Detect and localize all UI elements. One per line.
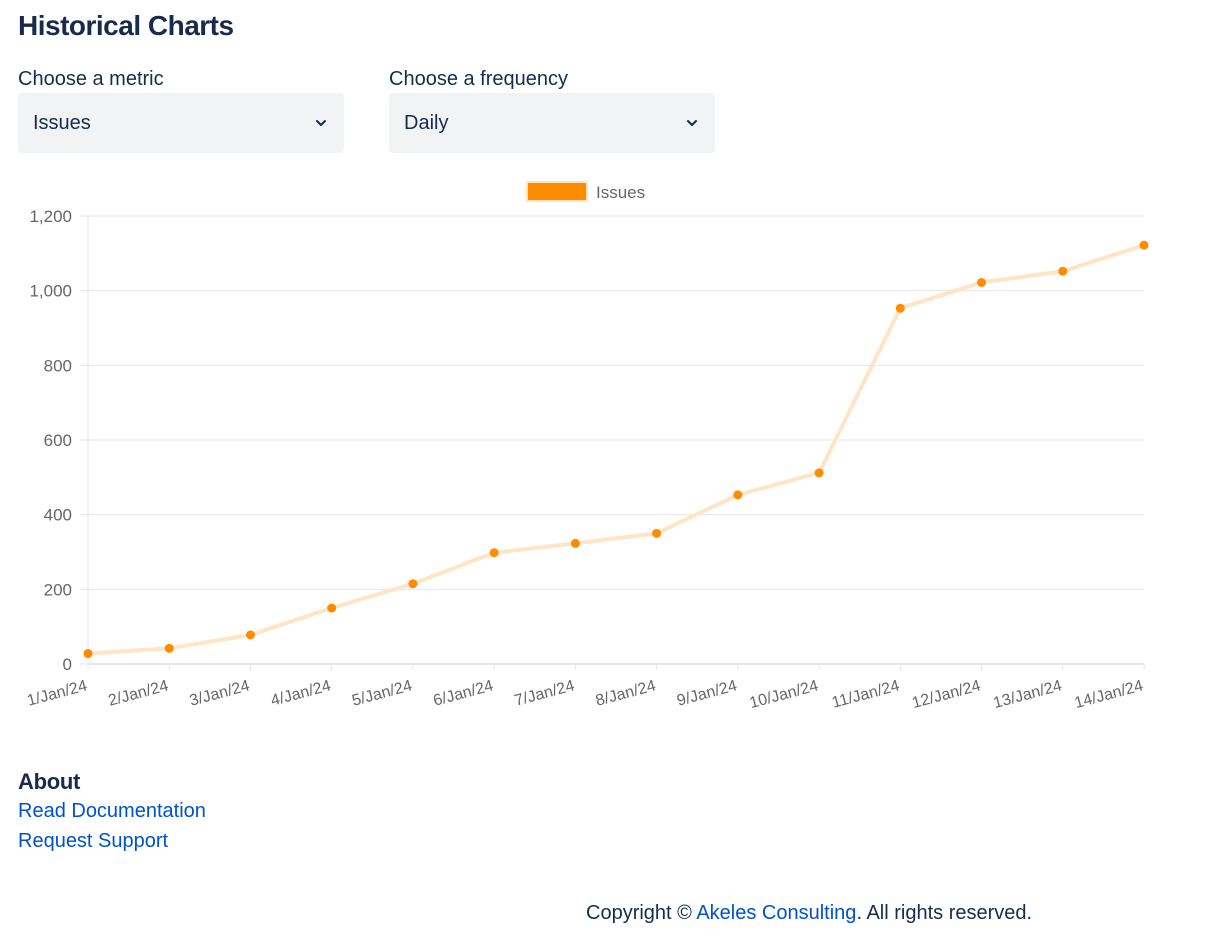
y-tick-label: 1,200	[29, 207, 72, 226]
x-tick-label: 2/Jan/24	[107, 677, 171, 709]
data-point	[327, 603, 337, 613]
x-tick-label: 11/Jan/24	[830, 677, 901, 711]
chevron-down-icon	[687, 120, 697, 126]
x-tick-label: 5/Jan/24	[350, 677, 414, 709]
data-point	[1139, 240, 1149, 250]
metric-label: Choose a metric	[18, 68, 164, 90]
x-tick-label: 10/Jan/24	[748, 677, 820, 712]
x-tick-label: 7/Jan/24	[513, 677, 577, 709]
y-tick-label: 200	[44, 580, 72, 599]
company-link[interactable]: Akeles Consulting	[696, 902, 857, 924]
metric-control: Choose a metric Issues	[18, 66, 344, 153]
x-tick-label: 13/Jan/24	[992, 677, 1064, 712]
footer: Copyright © Akeles Consulting. All right…	[586, 902, 1032, 925]
frequency-select-value: Daily	[404, 111, 449, 134]
y-tick-label: 800	[44, 356, 72, 375]
x-tick-label: 4/Jan/24	[269, 677, 333, 709]
about-heading: About	[18, 769, 81, 794]
y-tick-label: 1,000	[29, 282, 72, 301]
x-tick-label: 14/Jan/24	[1073, 677, 1145, 712]
data-point	[245, 630, 255, 640]
data-point	[652, 528, 662, 538]
chevron-down-icon	[316, 120, 326, 126]
legend-label: Issues	[596, 183, 645, 202]
x-tick-label: 8/Jan/24	[594, 677, 658, 709]
frequency-control: Choose a frequency Daily	[389, 66, 715, 153]
x-tick-label: 6/Jan/24	[431, 677, 495, 709]
legend-swatch	[526, 181, 588, 202]
data-point	[733, 490, 743, 500]
page-title: Historical Charts	[18, 10, 234, 41]
data-point	[1058, 266, 1068, 276]
data-point	[83, 649, 93, 659]
metric-select[interactable]: Issues	[18, 93, 344, 153]
read-documentation-link[interactable]: Read Documentation	[18, 800, 206, 822]
y-tick-label: 600	[44, 431, 72, 450]
x-tick-label: 12/Jan/24	[910, 677, 982, 712]
x-tick-label: 9/Jan/24	[675, 677, 739, 709]
chart-canvas: 0 200 400 600 800 1,000 1,200 1/Jan/24 2/Jan/24 3…	[25, 181, 1149, 712]
y-tick-label: 0	[63, 655, 72, 674]
frequency-select[interactable]: Daily	[389, 93, 715, 153]
data-point	[814, 468, 824, 478]
data-point	[977, 277, 987, 287]
data-point	[164, 643, 174, 653]
frequency-label: Choose a frequency	[389, 68, 569, 90]
copyright-suffix: . All rights reserved.	[856, 902, 1033, 924]
data-point	[489, 548, 499, 558]
data-point	[895, 303, 905, 313]
request-support-link[interactable]: Request Support	[18, 830, 169, 852]
x-tick-label: 1/Jan/24	[25, 677, 89, 709]
data-point	[570, 538, 580, 548]
series-line	[87, 243, 1145, 656]
copyright-prefix: Copyright ©	[586, 902, 697, 924]
issues-chart: 0 200 400 600 800 1,000 1,200 1/Jan/24 2/Jan/24 3…	[0, 170, 1211, 730]
about-section: About Read Documentation Request Support	[18, 768, 206, 856]
data-point	[408, 579, 418, 589]
y-tick-label: 400	[44, 506, 72, 525]
x-tick-label: 3/Jan/24	[188, 677, 252, 709]
metric-select-value: Issues	[33, 111, 91, 134]
